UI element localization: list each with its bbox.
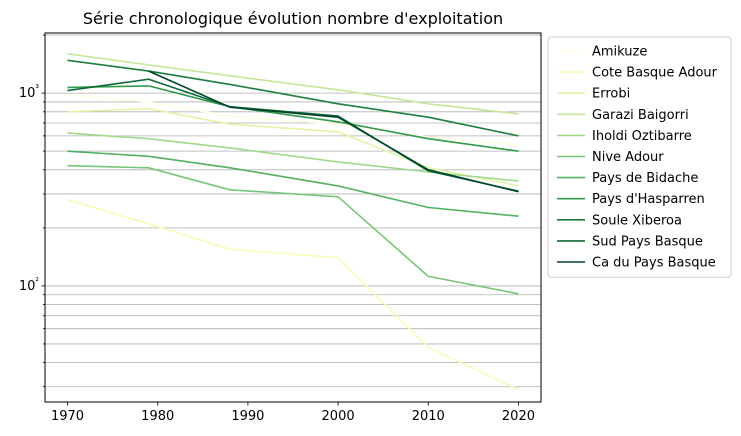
series-line bbox=[67, 198, 519, 391]
x-tick-label: 2020 bbox=[502, 409, 535, 424]
legend-label: Pays de Bidache bbox=[592, 171, 698, 186]
series-line bbox=[67, 132, 519, 182]
legend-label: Garazi Baigorri bbox=[592, 108, 689, 123]
series-line bbox=[67, 85, 519, 152]
chart-title: Série chronologique évolution nombre d'e… bbox=[83, 9, 503, 28]
y-tick-label: 10³ bbox=[19, 84, 40, 101]
series-line bbox=[67, 59, 519, 137]
legend-label: Sud Pays Basque bbox=[592, 234, 703, 249]
x-tick-label: 2000 bbox=[322, 409, 355, 424]
series-line bbox=[67, 107, 519, 187]
series-lines bbox=[67, 53, 519, 391]
x-tick-label: 1980 bbox=[141, 409, 174, 424]
legend-label: Iholdi Oztibarre bbox=[592, 129, 692, 144]
legend-label: Amikuze bbox=[592, 45, 647, 60]
y-axis: 10² 10³ bbox=[19, 34, 45, 388]
legend-label: Errobi bbox=[592, 87, 630, 102]
plot-frame bbox=[44, 32, 542, 403]
legend: Amikuze Cote Basque Adour Errobi Garazi Bai… bbox=[547, 36, 732, 278]
x-axis: 1970 1980 1990 2000 2010 2020 bbox=[51, 402, 535, 424]
x-tick-label: 2010 bbox=[412, 409, 445, 424]
legend-label: Cote Basque Adour bbox=[592, 66, 718, 81]
series-line bbox=[148, 70, 519, 193]
series-line bbox=[67, 164, 519, 295]
series-line bbox=[67, 53, 519, 115]
legend-label: Pays d'Hasparren bbox=[592, 192, 705, 207]
legend-box bbox=[547, 36, 732, 278]
y-tick-label: 10² bbox=[19, 277, 40, 294]
legend-label: Ca du Pays Basque bbox=[592, 256, 716, 271]
series-line bbox=[67, 94, 519, 146]
legend-label: Nive Adour bbox=[592, 150, 664, 165]
legend-label: Soule Xiberoa bbox=[592, 213, 682, 228]
x-tick-label: 1970 bbox=[51, 409, 84, 424]
x-tick-label: 1990 bbox=[231, 409, 264, 424]
series-line bbox=[67, 150, 519, 217]
